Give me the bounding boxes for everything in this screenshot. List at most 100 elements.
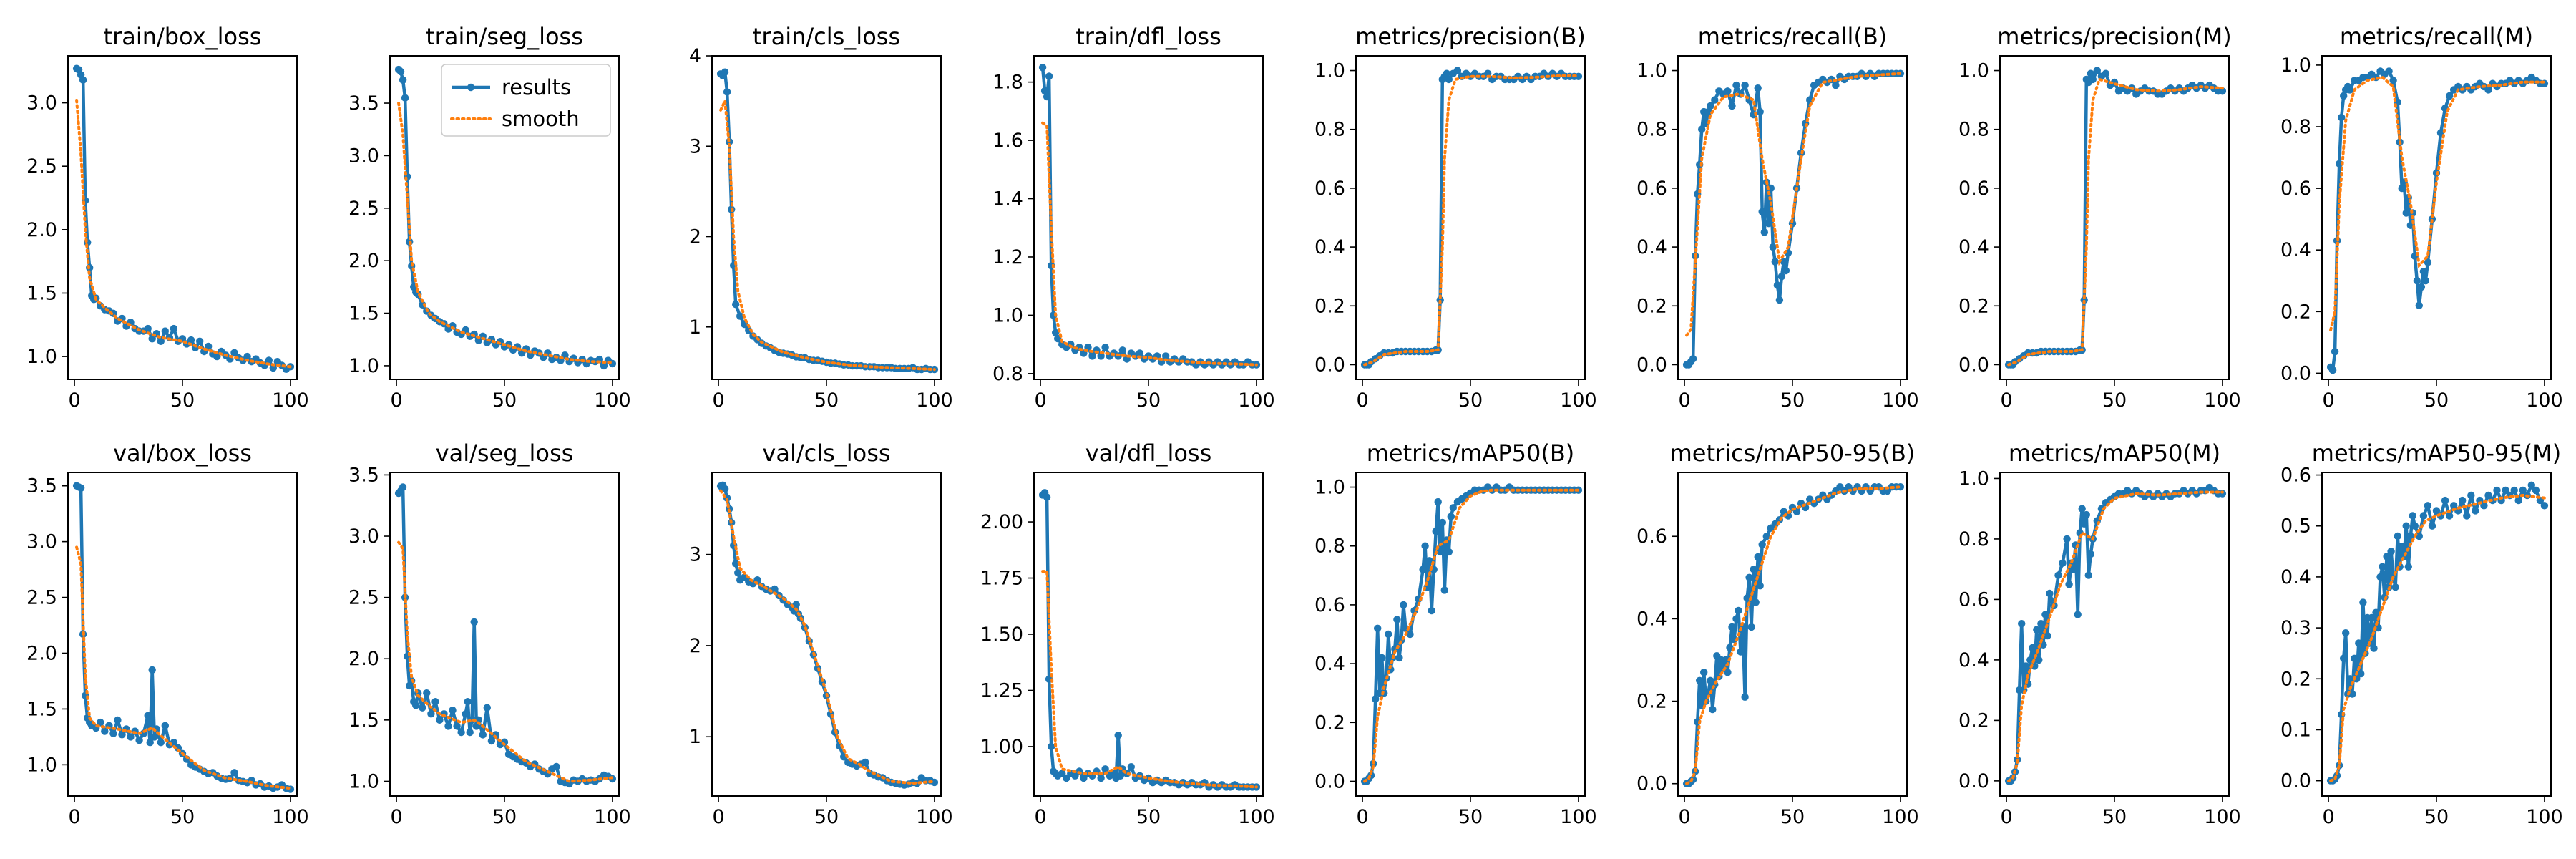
results-point: [2065, 581, 2073, 588]
y-tick-label: 0.8: [1314, 535, 1345, 558]
results-point: [734, 568, 742, 577]
legend-label-smooth: smooth: [502, 107, 580, 131]
results-point: [2097, 505, 2106, 513]
y-tick-label: 4: [689, 45, 701, 67]
y-tick-label: 2: [689, 226, 701, 248]
x-tick-label: 50: [2424, 389, 2449, 412]
y-tick-label: 3.0: [26, 92, 57, 115]
results-point: [1756, 107, 1764, 116]
y-tick-label: 1.0: [2280, 54, 2311, 77]
results-point: [2404, 563, 2412, 571]
results-point: [2357, 670, 2365, 678]
results-point: [1447, 513, 1455, 520]
results-point: [2527, 481, 2535, 489]
panel-title: metrics/recall(M): [2340, 23, 2533, 50]
y-tick-label: 0.8: [1636, 119, 1667, 141]
y-tick-label: 0.4: [1314, 653, 1345, 675]
y-tick-label: 0.4: [1314, 236, 1345, 258]
results-point: [2493, 486, 2501, 495]
legend-label-results: results: [502, 75, 571, 100]
y-tick-label: 1.0: [348, 770, 379, 792]
y-tick-label: 0.6: [1958, 178, 1989, 200]
y-tick-label: 0.0: [1958, 770, 1989, 792]
results-point: [135, 736, 143, 744]
panel-metrics-precision-m: metrics/precision(M) 0 50 100 0.0 0.2 0.4 0.6 0.…: [1958, 23, 2241, 412]
results-point: [2379, 563, 2386, 571]
results-point: [1698, 125, 1706, 133]
smooth-line: [75, 545, 292, 790]
results-point: [1127, 763, 1136, 771]
results-point: [1374, 624, 1382, 632]
x-tick-label: 100: [2204, 806, 2241, 828]
results-point: [1689, 355, 1697, 363]
results-point: [1453, 67, 1462, 74]
y-tick-label: 3.5: [26, 475, 57, 498]
results-point: [161, 327, 169, 335]
results-point: [1040, 87, 1049, 95]
x-tick-label: 50: [2102, 806, 2127, 828]
y-tick-label: 1.4: [992, 188, 1023, 210]
results-point: [1393, 616, 1401, 623]
results-point: [1758, 208, 1766, 215]
results-point: [2409, 512, 2416, 520]
results-point: [1696, 676, 1704, 684]
plot-frame: [1999, 472, 2230, 797]
results-point: [269, 364, 277, 372]
panel-title: val/dfl_loss: [1085, 440, 1212, 467]
y-tick-label: 2.5: [348, 198, 379, 220]
plot-frame: [711, 55, 942, 380]
smooth-line: [1363, 74, 1580, 367]
plot-frame: [1033, 55, 1264, 380]
results-point: [444, 722, 452, 730]
panel-title: metrics/mAP50(B): [1367, 440, 1575, 467]
y-tick-label: 0.8: [992, 363, 1023, 385]
results-point: [1758, 540, 1766, 548]
results-point: [148, 666, 156, 674]
results-point: [1440, 586, 1449, 594]
results-point: [2033, 626, 2041, 634]
x-tick-label: 50: [170, 806, 195, 828]
results-point: [2084, 571, 2092, 579]
results-point: [2346, 86, 2354, 94]
y-tick-label: 2.0: [26, 219, 57, 241]
results-point: [2370, 644, 2378, 652]
x-tick-label: 0: [2000, 389, 2012, 412]
results-point: [2340, 92, 2348, 100]
x-tick-label: 100: [1560, 389, 1597, 412]
results-point: [2389, 77, 2397, 84]
y-tick-label: 1.5: [26, 698, 57, 720]
results-point: [736, 312, 744, 320]
y-tick-label: 1.50: [980, 623, 1023, 646]
panel-val-cls-loss: val/cls_loss 0 50 100 1 2 3: [689, 440, 953, 828]
results-point: [2432, 507, 2441, 515]
results-point: [2415, 301, 2423, 309]
results-point: [144, 324, 152, 333]
results-point: [1750, 566, 1757, 573]
results-point: [2218, 87, 2227, 95]
results-point: [1896, 483, 1905, 491]
x-tick-label: 100: [916, 806, 953, 828]
plot-frame: [389, 55, 620, 380]
y-tick-label: 1.25: [980, 679, 1023, 702]
y-tick-label: 0.0: [1636, 354, 1667, 376]
y-tick-label: 3: [689, 135, 701, 157]
results-point: [2022, 662, 2030, 670]
smooth-line: [1363, 488, 1580, 783]
plot-frame: [67, 55, 298, 380]
results-point: [1765, 220, 1772, 228]
results-point: [1756, 582, 1764, 590]
y-tick-label: 1.0: [1314, 477, 1345, 499]
results-point: [1700, 669, 1708, 676]
results-point: [2424, 258, 2432, 266]
results-point: [1162, 352, 1170, 360]
y-tick-label: 0.3: [2280, 617, 2311, 639]
results-point: [2031, 662, 2039, 670]
results-point: [2063, 535, 2071, 543]
y-tick-label: 0.4: [1636, 608, 1667, 630]
results-point: [479, 731, 487, 739]
results-point: [2041, 611, 2049, 618]
results-point: [1043, 92, 1051, 101]
results-point: [2532, 486, 2540, 495]
panel-train-cls-loss: train/cls_loss 0 50 100 1 2 3 4: [689, 23, 953, 412]
